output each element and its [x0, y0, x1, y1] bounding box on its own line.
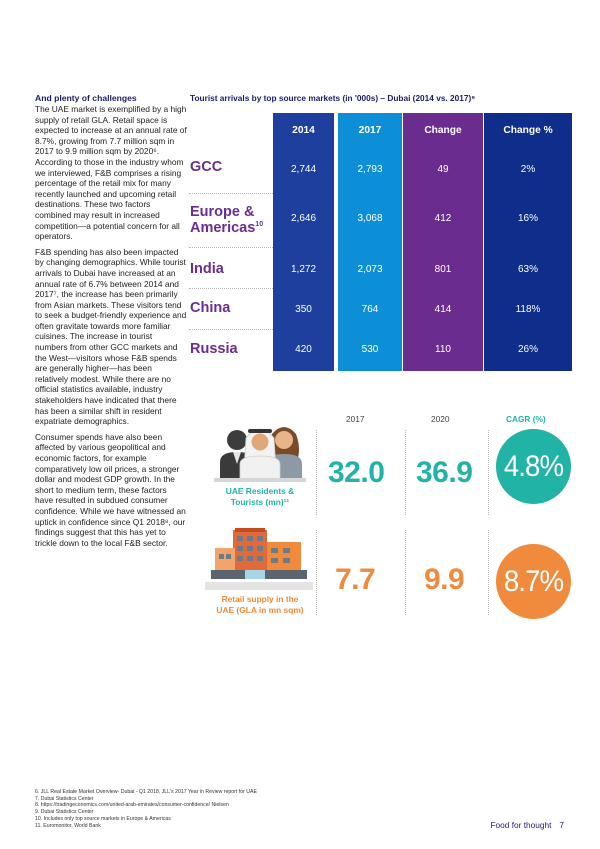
retail-cagr-circle: 8.7%	[496, 544, 571, 619]
divider	[405, 430, 406, 515]
retail-2020-value: 9.9	[424, 563, 465, 596]
paragraph: F&B spending has also been impacted by c…	[35, 246, 187, 427]
page-number: 7	[559, 820, 564, 830]
residents-2020-value: 36.9	[416, 456, 473, 489]
row-label-russia: Russia	[190, 341, 238, 357]
footnote: 11. Euromonitor, World Bank	[35, 822, 101, 829]
cell-india-2017: 2,073	[357, 264, 383, 275]
cell-europe-2017: 3,068	[357, 213, 383, 224]
footnote: 9. Dubai Statistics Center	[35, 809, 94, 816]
residents-cagr-circle: 4.8%	[496, 429, 571, 504]
cell-russia-2017: 530	[361, 344, 379, 355]
column-2017: 2017 2,793 3,068 2,073 764 530	[338, 113, 402, 371]
row-divider	[189, 193, 273, 194]
cell-gcc-2014: 2,744	[290, 164, 317, 175]
mall-building-icon	[205, 526, 313, 592]
cell-russia-change: 110	[435, 344, 451, 355]
cell-china-change: 414	[434, 304, 452, 315]
divider	[488, 430, 489, 515]
row-divider	[189, 247, 273, 248]
cell-china-change-pct: 118%	[515, 304, 541, 315]
cell-gcc-change: 49	[437, 164, 449, 175]
cell-europe-2014: 2,646	[290, 213, 317, 224]
cagr-header: CAGR (%)	[506, 414, 546, 424]
cell-china-2014: 350	[295, 304, 312, 315]
cell-india-2014: 1,272	[290, 264, 317, 275]
footnote: 8. https://tradingeconomics.com/united-a…	[35, 802, 229, 809]
divider	[488, 530, 489, 615]
cell-gcc-2017: 2,793	[357, 164, 383, 175]
cell-india-change: 801	[434, 264, 452, 275]
row-divider	[189, 288, 273, 289]
cell-russia-change-pct: 26%	[517, 344, 538, 355]
cell-china-2017: 764	[361, 304, 379, 315]
retail-2017-value: 7.7	[335, 563, 376, 596]
year-2020-header: 2020	[431, 414, 450, 424]
footnotes: 6. JLL Real Estate Market Overview- Duba…	[35, 789, 257, 829]
paragraph: The UAE market is exemplified by a high …	[35, 104, 187, 242]
cell-gcc-change-pct: 2%	[520, 164, 536, 175]
cell-india-change-pct: 63%	[517, 264, 538, 275]
header-change-percent: Change %	[503, 125, 553, 136]
column-change: Change 49 412 801 414 110	[403, 113, 483, 371]
column-change-percent: Change % 2% 16% 63% 118% 26%	[484, 113, 572, 371]
footnote: 7. Dubai Statistics Center	[35, 795, 94, 802]
divider	[405, 530, 406, 615]
page-footer: Food for thought 7	[490, 820, 564, 830]
footer-title: Food for thought	[490, 820, 552, 830]
residents-2017-value: 32.0	[328, 456, 385, 489]
divider	[316, 430, 317, 515]
paragraph: Consumer spends have also been affected …	[35, 431, 186, 548]
column-2014: 2014 2,744 2,646 1,272 350 420	[273, 113, 334, 371]
year-2017-header: 2017	[346, 414, 365, 424]
header-2014: 2014	[292, 125, 315, 136]
residents-caption: UAE Residents & Tourists (mn)¹¹	[225, 486, 295, 507]
cell-europe-change-pct: 16%	[517, 213, 538, 224]
divider	[316, 530, 317, 615]
row-divider	[189, 329, 273, 330]
footnote: 10. Includes only top source markets in …	[35, 815, 171, 822]
body-text-column: And plenty of challenges The UAE market …	[35, 93, 187, 553]
tourist-arrivals-table: GCC Europe & Americas10 India China Russ…	[189, 113, 572, 371]
row-label-china: China	[190, 300, 231, 316]
header-2017: 2017	[358, 125, 382, 136]
header-change: Change	[424, 125, 462, 136]
footnote: 6. JLL Real Estate Market Overview- Duba…	[35, 789, 257, 795]
retail-caption: Retail supply in the UAE (GLA in mn sqm)	[216, 594, 304, 615]
cell-russia-2014: 420	[295, 344, 312, 355]
section-heading: And plenty of challenges	[35, 93, 137, 103]
people-group-icon	[210, 418, 310, 483]
row-label-india: India	[190, 261, 224, 277]
row-label-gcc: GCC	[190, 159, 223, 175]
cell-europe-change: 412	[434, 213, 452, 224]
table-title: Tourist arrivals by top source markets (…	[190, 93, 476, 103]
row-label-europe-americas: Europe & Americas10	[190, 204, 264, 236]
